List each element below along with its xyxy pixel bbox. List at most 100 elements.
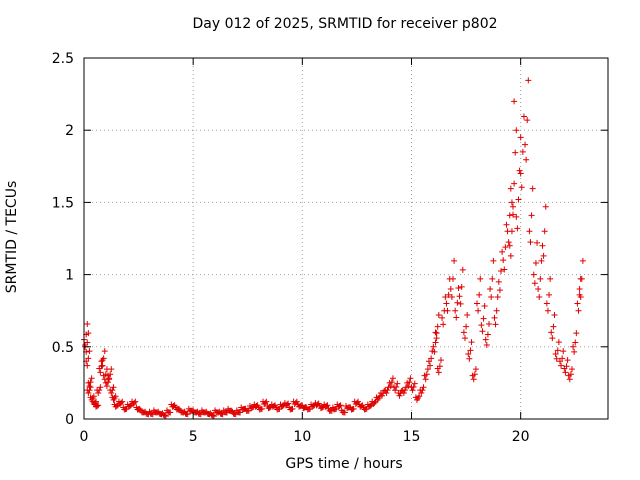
data-point xyxy=(103,383,110,390)
data-point xyxy=(84,362,91,369)
data-point xyxy=(543,300,550,307)
data-point xyxy=(513,127,520,134)
data-point xyxy=(97,384,104,391)
data-point xyxy=(555,339,562,346)
data-point xyxy=(107,371,114,378)
data-point xyxy=(508,228,515,235)
data-point xyxy=(572,339,579,346)
data-point xyxy=(405,383,412,390)
data-point xyxy=(447,286,454,293)
data-point xyxy=(468,339,475,346)
data-point xyxy=(579,257,586,264)
data-point xyxy=(566,376,573,383)
data-point xyxy=(577,293,584,300)
data-point xyxy=(553,355,560,362)
data-point xyxy=(175,405,182,412)
data-point xyxy=(371,399,378,406)
data-point xyxy=(100,355,107,362)
data-point xyxy=(524,117,531,124)
data-point xyxy=(542,203,549,210)
data-point xyxy=(118,399,125,406)
data-point xyxy=(108,366,115,373)
data-point xyxy=(456,293,463,300)
data-point xyxy=(337,402,344,409)
data-point xyxy=(515,196,522,203)
data-point xyxy=(532,260,539,267)
data-point xyxy=(392,387,399,394)
data-point xyxy=(507,185,514,192)
data-point xyxy=(237,409,244,416)
y-tick-label: 1.5 xyxy=(52,195,74,211)
data-point xyxy=(94,403,101,410)
data-point xyxy=(389,375,396,382)
x-axis-label: GPS time / hours xyxy=(285,456,403,472)
data-point xyxy=(431,348,438,355)
data-point xyxy=(293,398,300,405)
data-point xyxy=(93,398,100,405)
data-point xyxy=(511,180,518,187)
data-point xyxy=(506,242,513,249)
data-point xyxy=(558,362,565,369)
data-point xyxy=(540,252,547,259)
data-point xyxy=(480,315,487,322)
data-point xyxy=(437,357,444,364)
data-point xyxy=(550,323,557,330)
data-point xyxy=(87,384,94,391)
data-point xyxy=(432,329,439,336)
chart-title: Day 012 of 2025, SRMTID for receiver p80… xyxy=(192,16,498,32)
data-point xyxy=(262,399,269,406)
data-point xyxy=(495,278,502,285)
data-point xyxy=(458,283,465,290)
data-point xyxy=(537,275,544,282)
data-point xyxy=(432,339,439,346)
data-point xyxy=(482,336,489,343)
data-point xyxy=(263,398,270,405)
x-tick-label: 20 xyxy=(512,429,530,445)
data-point xyxy=(350,405,357,412)
data-point xyxy=(409,387,416,394)
data-point xyxy=(526,228,533,235)
data-point xyxy=(434,323,441,330)
axes: 0 0.5 1 1.5 2 2.5 0 5 10 15 20 xyxy=(52,51,608,445)
data-point xyxy=(428,355,435,362)
data-point xyxy=(105,379,112,386)
data-point xyxy=(449,275,456,282)
data-point xyxy=(578,275,585,282)
data-point xyxy=(400,390,407,397)
data-point xyxy=(574,300,581,307)
data-point xyxy=(315,400,322,407)
data-point xyxy=(549,335,556,342)
data-point xyxy=(435,369,442,376)
data-point xyxy=(512,149,519,156)
data-point xyxy=(494,293,501,300)
data-point xyxy=(481,303,488,310)
data-point xyxy=(511,98,518,105)
data-point xyxy=(503,221,510,228)
data-point xyxy=(258,405,265,412)
data-point xyxy=(84,321,91,328)
data-point xyxy=(318,404,325,411)
data-point xyxy=(568,366,575,373)
data-point xyxy=(562,369,569,376)
data-point xyxy=(457,300,464,307)
data-point xyxy=(483,341,490,348)
data-point xyxy=(90,393,97,400)
data-point xyxy=(573,330,580,337)
data-point xyxy=(132,398,139,405)
data-point xyxy=(95,390,102,397)
data-point xyxy=(167,409,174,416)
data-point xyxy=(419,387,426,394)
data-point xyxy=(420,384,427,391)
data-point xyxy=(439,314,446,321)
data-point xyxy=(488,293,495,300)
data-point xyxy=(507,252,514,259)
data-point xyxy=(406,379,413,386)
data-point xyxy=(500,257,507,264)
data-point xyxy=(119,398,126,405)
data-point xyxy=(467,347,474,354)
data-point xyxy=(535,286,542,293)
data-point xyxy=(284,401,291,408)
data-point xyxy=(459,266,466,273)
data-point xyxy=(479,328,486,335)
